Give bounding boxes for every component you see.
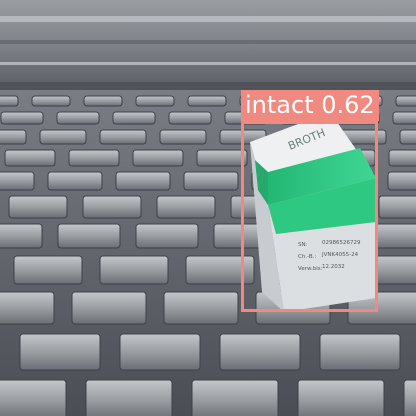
tray-cell bbox=[119, 333, 201, 371]
tray-cell bbox=[56, 111, 100, 125]
tray-cell bbox=[71, 291, 147, 325]
medicine-package: BROTH SN: 02986526729 Ch.-B.: JVNK4055-2… bbox=[250, 112, 376, 312]
tray-cell bbox=[68, 149, 120, 167]
tray-cell bbox=[4, 149, 56, 167]
tray-cell bbox=[82, 195, 142, 219]
tray-cell bbox=[403, 379, 416, 416]
tray-cell bbox=[187, 95, 227, 107]
conveyor-rail bbox=[0, 0, 416, 92]
tray-cell bbox=[196, 149, 248, 167]
tray-cell bbox=[183, 171, 239, 191]
tray-cell bbox=[13, 255, 83, 285]
package-sn-key: SN: bbox=[298, 242, 308, 248]
tray-cell bbox=[392, 111, 416, 125]
tray-cell bbox=[185, 255, 255, 285]
tray-cell bbox=[297, 379, 385, 416]
tray-cell bbox=[0, 171, 35, 191]
tray-cell bbox=[387, 171, 416, 191]
tray-cell bbox=[99, 255, 169, 285]
tray-cell bbox=[99, 129, 147, 145]
detection-label: intact 0.62 bbox=[241, 90, 379, 121]
tray-cell bbox=[0, 291, 55, 325]
tray-cell bbox=[57, 223, 121, 249]
tray-cell bbox=[132, 149, 184, 167]
tray-cell bbox=[83, 95, 123, 107]
tray-cell bbox=[39, 129, 87, 145]
tray-cell bbox=[115, 171, 171, 191]
package-batch-key: Ch.-B.: bbox=[298, 254, 316, 260]
tray-cell bbox=[168, 111, 212, 125]
package-batch-value: JVNK4055-24 bbox=[321, 252, 359, 258]
tray-cell bbox=[0, 379, 67, 416]
tray-cell bbox=[388, 149, 416, 167]
detection-box bbox=[241, 121, 378, 312]
tray-cell bbox=[163, 291, 239, 325]
tray-cell bbox=[378, 195, 416, 219]
package-expiry-value: 12.2032 bbox=[322, 264, 345, 270]
tray-cell bbox=[135, 223, 199, 249]
tray-cell bbox=[219, 333, 301, 371]
detection-class: intact bbox=[245, 91, 314, 119]
tray-cell bbox=[47, 171, 103, 191]
tray-cell bbox=[19, 333, 101, 371]
tray-cell bbox=[156, 195, 216, 219]
tray-cell bbox=[399, 129, 416, 145]
tray-cell bbox=[319, 333, 401, 371]
tray-cell bbox=[8, 195, 68, 219]
tray-cell bbox=[395, 95, 416, 107]
package-sn-value: 02986526729 bbox=[322, 240, 361, 246]
tray-cell bbox=[0, 95, 19, 107]
tray-cell bbox=[31, 95, 71, 107]
detection-confidence: 0.62 bbox=[321, 91, 375, 119]
tray-cell bbox=[0, 129, 27, 145]
tray-cell bbox=[85, 379, 173, 416]
tray-cell bbox=[112, 111, 156, 125]
package-expiry-key: Verw.bis: bbox=[298, 266, 323, 272]
tray-cell bbox=[135, 95, 175, 107]
tray-cell bbox=[0, 111, 44, 125]
tray-cell bbox=[347, 291, 416, 325]
tray-cell bbox=[0, 223, 43, 249]
tray-cell bbox=[191, 379, 279, 416]
tray-cell bbox=[159, 129, 207, 145]
